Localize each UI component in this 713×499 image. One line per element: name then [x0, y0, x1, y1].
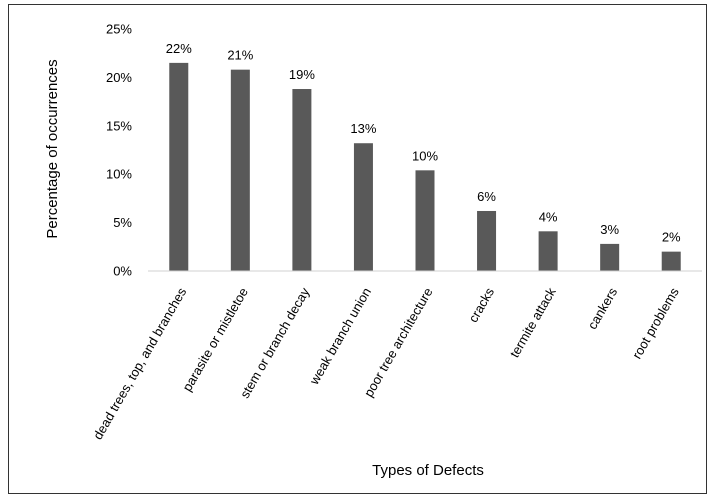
bar — [230, 69, 250, 271]
x-tick-label: weak branch union — [306, 285, 374, 388]
y-axis-title: Percentage of occurrences — [44, 59, 61, 238]
x-tick-label: root problems — [629, 285, 682, 362]
bar — [477, 210, 497, 271]
data-labels: 22% 21% 19% 13% 10% 6% 4% 3% 2% — [166, 41, 681, 245]
bar — [661, 251, 681, 271]
data-label: 19% — [289, 67, 315, 82]
x-tick-label: dead trees, top, and branches — [90, 285, 190, 443]
bar — [415, 170, 435, 271]
data-label: 22% — [166, 41, 192, 56]
bar — [292, 89, 312, 272]
bar — [538, 231, 558, 271]
y-tick-label: 20% — [106, 70, 132, 85]
x-tick-label: cracks — [465, 285, 497, 325]
data-label: 6% — [477, 189, 496, 204]
bar — [600, 243, 620, 271]
data-label: 21% — [227, 48, 253, 63]
data-label: 13% — [350, 121, 376, 136]
x-axis-title: Types of Defects — [372, 462, 484, 479]
x-tick-label: stem or branch decay — [237, 285, 313, 401]
data-label: 10% — [412, 148, 438, 163]
y-tick-label: 5% — [113, 215, 132, 230]
y-tick-label: 10% — [106, 167, 132, 182]
y-tick-label: 15% — [106, 118, 132, 133]
data-label: 2% — [662, 230, 681, 245]
x-tick-label: parasite or mistletoe — [179, 285, 251, 394]
bar — [353, 143, 373, 271]
x-tick-label: poor tree architecture — [361, 285, 436, 400]
data-label: 3% — [600, 222, 619, 237]
x-tick-label: termite attack — [507, 285, 559, 361]
x-tick-label: cankers — [585, 285, 621, 332]
y-tick-label: 0% — [113, 264, 132, 279]
bar — [169, 62, 189, 271]
data-label: 4% — [539, 209, 558, 224]
y-tick-label: 25% — [106, 22, 132, 37]
bars — [169, 62, 681, 272]
y-axis-ticks: 0% 5% 10% 15% 20% 25% — [106, 22, 132, 279]
